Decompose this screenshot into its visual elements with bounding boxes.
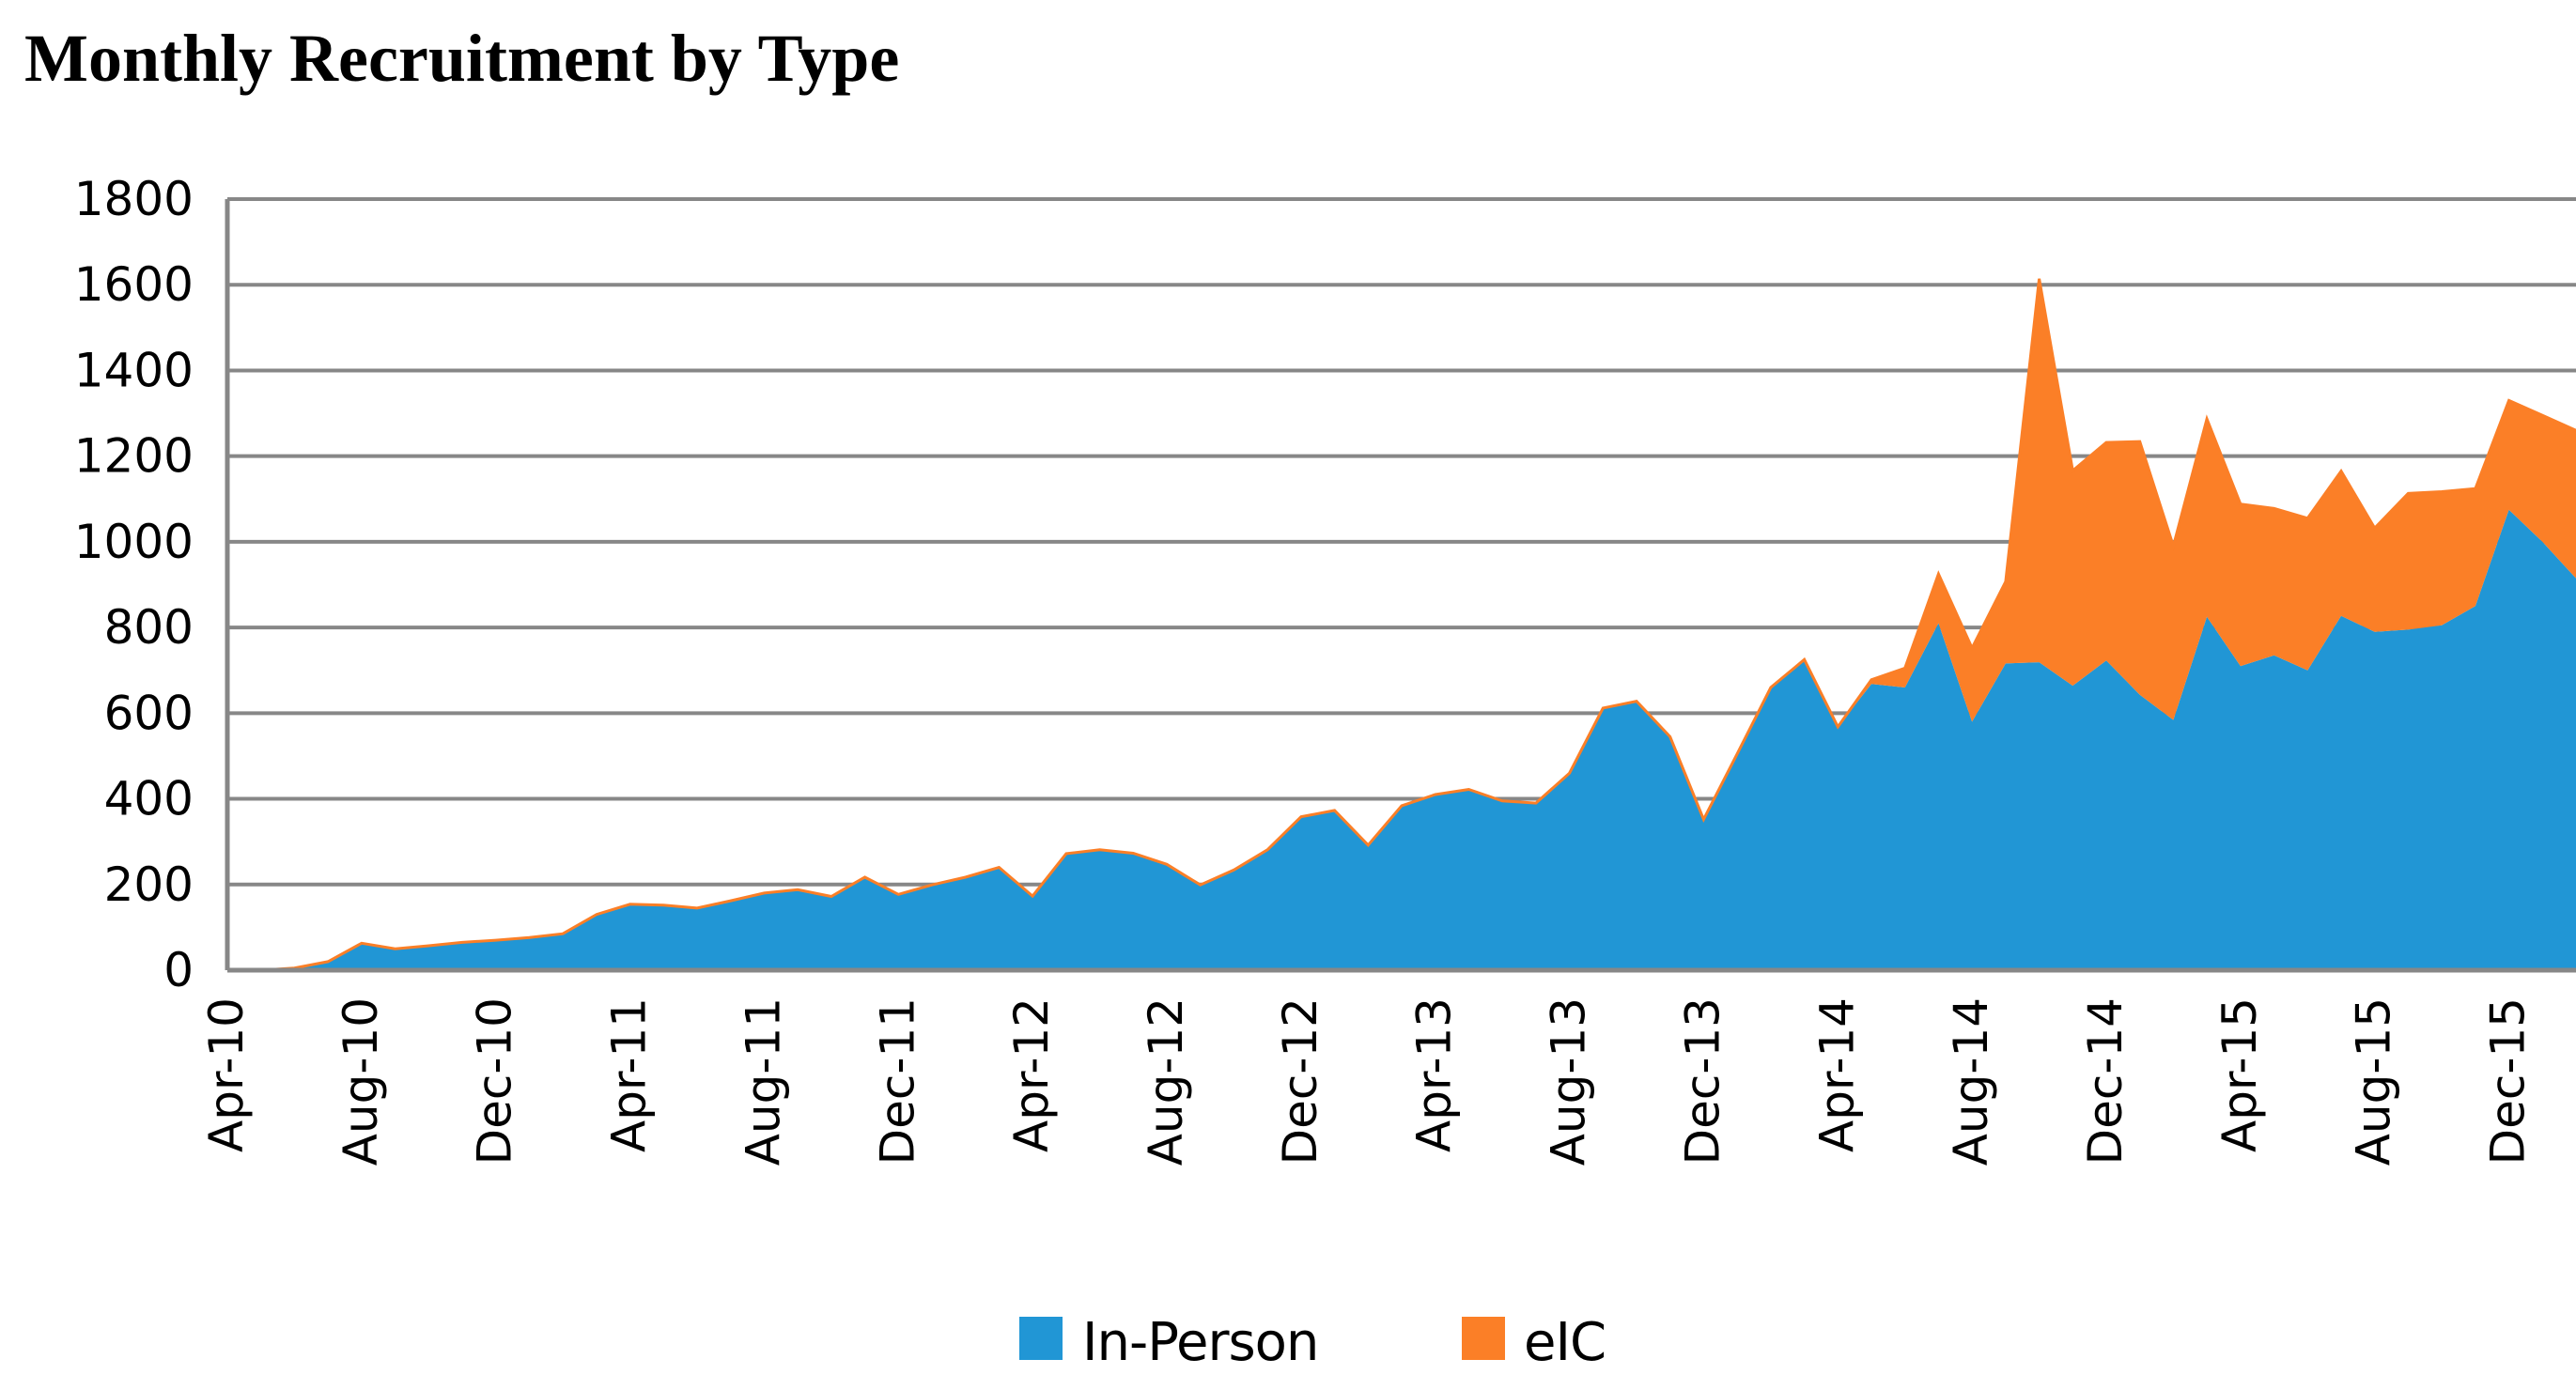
x-tick-label-Apr-14: Apr-14 <box>1809 997 1864 1152</box>
x-tick-label-Aug-10: Aug-10 <box>334 997 388 1166</box>
y-axis-tick-labels: 0 200 400 600 800 1000 1200 1400 1600 1800 <box>74 172 194 997</box>
x-tick-label-Dec-10: Dec-10 <box>468 997 522 1165</box>
series-outline-eic <box>227 278 2576 972</box>
legend-swatch-eic <box>1462 1317 1505 1360</box>
x-tick-label-Dec-13: Dec-13 <box>1675 997 1730 1165</box>
x-tick-label-Apr-11: Apr-11 <box>602 997 657 1152</box>
legend-swatch-in-person <box>1019 1317 1063 1360</box>
chart-title: Monthly Recruitment by Type <box>24 21 899 96</box>
y-tick-label-800: 800 <box>104 600 194 655</box>
y-tick-label-1200: 1200 <box>74 429 194 484</box>
y-tick-label-1600: 1600 <box>74 257 194 312</box>
y-tick-label-1800: 1800 <box>74 172 194 226</box>
series-area-in-person <box>227 509 2576 970</box>
x-axis-tick-labels: Apr-10 Aug-10 Dec-10 Apr-11 Aug-11 Dec-11 Apr-… <box>199 997 2536 1166</box>
x-tick-label-Aug-13: Aug-13 <box>1542 997 1596 1166</box>
y-tick-label-1400: 1400 <box>74 343 194 397</box>
x-tick-label-Apr-13: Apr-13 <box>1407 997 1462 1152</box>
y-tick-label-200: 200 <box>104 857 194 912</box>
x-tick-label-Apr-15: Apr-15 <box>2212 997 2267 1152</box>
x-tick-label-Apr-10: Apr-10 <box>199 997 254 1152</box>
legend-label-in-person: In-Person <box>1082 1312 1318 1373</box>
y-tick-label-1000: 1000 <box>74 515 194 569</box>
x-tick-label-Dec-12: Dec-12 <box>1273 997 1327 1165</box>
legend: In-Person eIC <box>1019 1312 1606 1373</box>
x-tick-label-Dec-15: Dec-15 <box>2481 997 2536 1165</box>
y-tick-label-400: 400 <box>104 772 194 826</box>
y-tick-label-600: 600 <box>104 686 194 740</box>
x-tick-label-Aug-11: Aug-11 <box>736 997 790 1166</box>
x-tick-label-Dec-11: Dec-11 <box>870 997 924 1165</box>
x-tick-label-Aug-15: Aug-15 <box>2347 997 2401 1166</box>
axes <box>225 199 2576 973</box>
x-tick-label-Aug-12: Aug-12 <box>1139 997 1193 1166</box>
y-tick-label-0: 0 <box>163 943 194 997</box>
x-tick-label-Apr-12: Apr-12 <box>1004 997 1059 1152</box>
legend-label-eic: eIC <box>1524 1312 1606 1373</box>
x-tick-label-Dec-14: Dec-14 <box>2078 997 2133 1165</box>
gridlines <box>227 197 2576 972</box>
x-tick-label-Aug-14: Aug-14 <box>1944 997 1998 1166</box>
area-series <box>227 278 2576 972</box>
series-area-eic <box>227 278 2576 970</box>
